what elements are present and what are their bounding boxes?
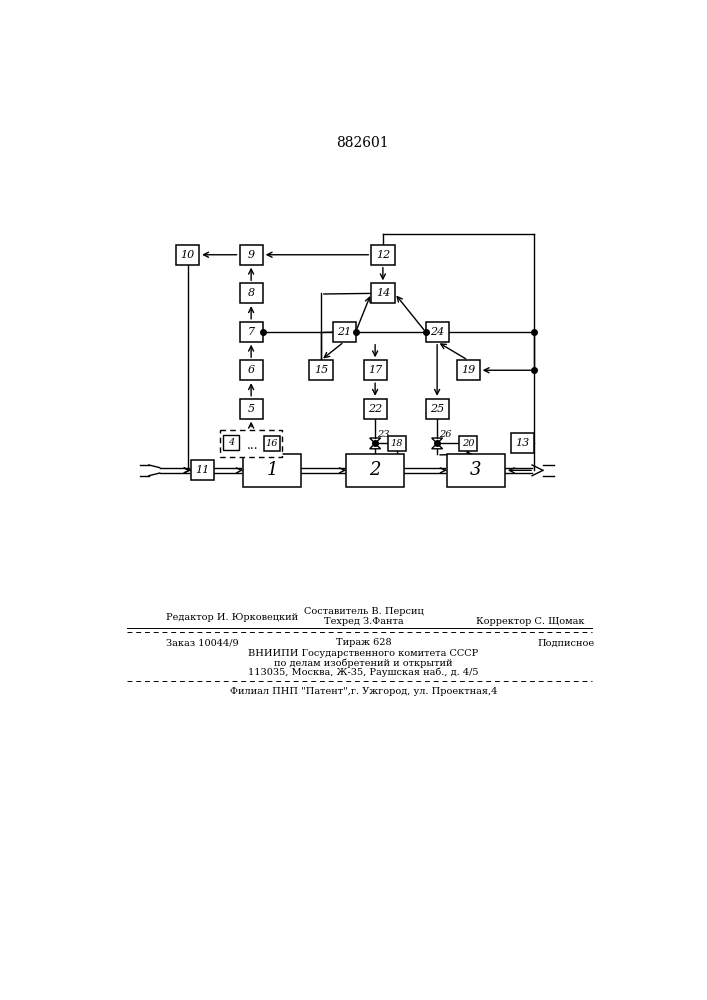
Text: по делам изобретений и открытий: по делам изобретений и открытий	[274, 658, 452, 668]
Text: 24: 24	[430, 327, 444, 337]
Bar	[240, 322, 263, 342]
Text: 20: 20	[462, 439, 474, 448]
Text: 3: 3	[470, 461, 481, 479]
Text: 2: 2	[369, 461, 381, 479]
Text: ВНИИПИ Государственного комитета СССР: ВНИИПИ Государственного комитета СССР	[248, 649, 479, 658]
Bar	[459, 436, 477, 451]
Text: 23: 23	[377, 430, 389, 439]
Bar	[387, 436, 406, 451]
Text: 5: 5	[247, 404, 255, 414]
Bar	[240, 360, 263, 380]
Text: Корректор С. Щомак: Корректор С. Щомак	[476, 617, 585, 626]
Text: ...: ...	[247, 439, 259, 452]
Text: 19: 19	[461, 365, 475, 375]
Bar	[240, 399, 263, 419]
Bar	[191, 460, 214, 480]
Bar	[371, 245, 395, 265]
Bar	[363, 360, 387, 380]
Text: Составитель В. Персиц: Составитель В. Персиц	[303, 607, 423, 616]
Text: Филиал ПНП "Патент",г. Ужгород, ул. Проектная,4: Филиал ПНП "Патент",г. Ужгород, ул. Прое…	[230, 687, 497, 696]
Bar	[309, 360, 332, 380]
Text: 113035, Москва, Ж-35, Раушская наб., д. 4/5: 113035, Москва, Ж-35, Раушская наб., д. …	[248, 667, 479, 677]
Text: 1: 1	[267, 461, 278, 479]
Text: 21: 21	[337, 327, 351, 337]
Bar	[510, 433, 534, 453]
Bar	[426, 399, 449, 419]
Text: 9: 9	[247, 250, 255, 260]
Bar	[346, 454, 404, 487]
Bar	[243, 454, 301, 487]
Bar	[240, 245, 263, 265]
Text: 25: 25	[430, 404, 444, 414]
Bar	[220, 430, 282, 457]
Text: 6: 6	[247, 365, 255, 375]
Text: 14: 14	[375, 288, 390, 298]
Text: 8: 8	[247, 288, 255, 298]
Text: 15: 15	[314, 365, 328, 375]
Text: Заказ 10044/9: Заказ 10044/9	[166, 638, 238, 647]
Bar	[457, 360, 480, 380]
Text: Тираж 628: Тираж 628	[336, 638, 391, 647]
Text: Техред З.Фанта: Техред З.Фанта	[324, 617, 403, 626]
Bar	[223, 435, 239, 450]
Text: 22: 22	[368, 404, 382, 414]
Bar	[447, 454, 505, 487]
Bar	[426, 322, 449, 342]
Text: 7: 7	[247, 327, 255, 337]
Bar	[176, 245, 199, 265]
Text: 26: 26	[438, 430, 451, 439]
Bar	[332, 322, 356, 342]
Bar	[240, 283, 263, 303]
Text: Редактор И. Юрковецкий: Редактор И. Юрковецкий	[166, 613, 298, 622]
Bar	[264, 436, 280, 451]
Bar	[371, 283, 395, 303]
Text: 4: 4	[228, 438, 234, 447]
Text: 13: 13	[515, 438, 530, 448]
Text: Подписное: Подписное	[538, 638, 595, 647]
Text: 12: 12	[375, 250, 390, 260]
Text: 11: 11	[195, 465, 209, 475]
Text: 17: 17	[368, 365, 382, 375]
Text: 10: 10	[180, 250, 194, 260]
Text: 18: 18	[390, 439, 403, 448]
Text: 882601: 882601	[336, 136, 388, 150]
Text: 16: 16	[266, 439, 279, 448]
Bar	[363, 399, 387, 419]
